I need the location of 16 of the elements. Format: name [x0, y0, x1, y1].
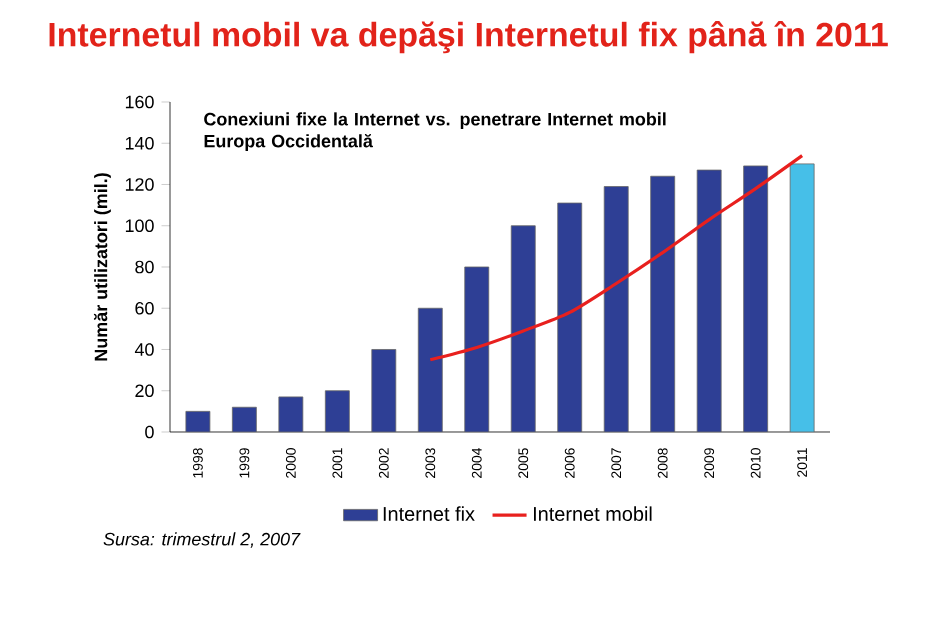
y-tick-label: 100	[125, 219, 154, 233]
text: Conexiuni fixe la Internet vs. penetrare Internet mobil Europa Occidentală	[204, 112, 666, 151]
y-tick-label: 0	[145, 425, 154, 439]
chart-title: Internetul mobil va depăşi Internetul fix până în 2011	[49, 21, 888, 54]
y-tick-label: 140	[125, 136, 154, 150]
y-axis-title: Număr utilizatori (mil.)	[93, 173, 111, 361]
text: Sursa: trimestrul 2, 2007	[103, 532, 301, 548]
y-tick-label: 120	[125, 178, 154, 191]
legend-label: Internet fix	[383, 506, 475, 521]
legend-label: Internet mobil	[533, 506, 652, 521]
y-tick-label: 80	[135, 260, 154, 274]
y-tick-label: 40	[134, 343, 154, 356]
y-tick-label: 60	[135, 301, 154, 315]
line-series	[428, 154, 804, 362]
y-tick-label: 20	[135, 384, 154, 398]
y-tick-label: 160	[125, 95, 154, 109]
